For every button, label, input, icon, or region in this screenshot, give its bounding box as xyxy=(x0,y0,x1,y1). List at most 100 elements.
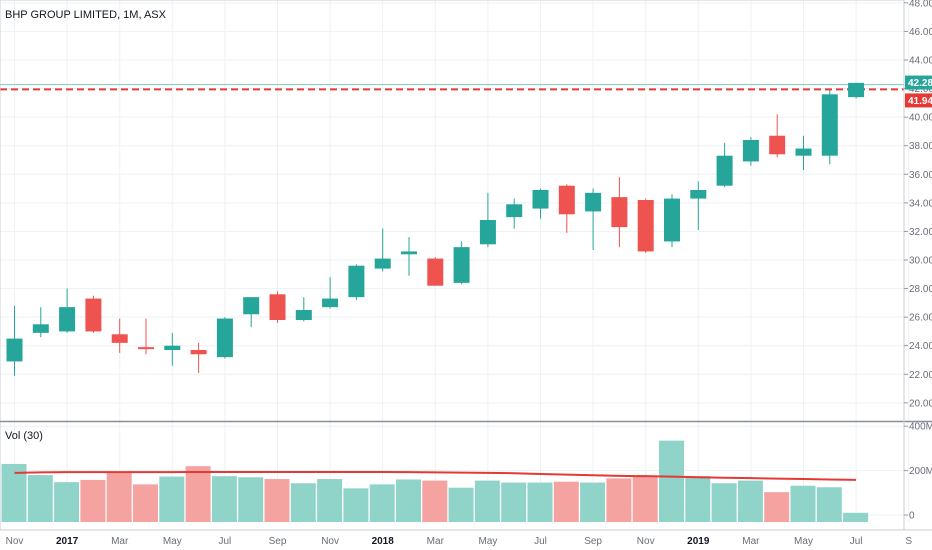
y-tick-label: 22.00 xyxy=(909,370,932,381)
candle-body xyxy=(637,200,654,252)
candle xyxy=(6,305,23,376)
volume-bar xyxy=(843,512,869,522)
volume-bar xyxy=(396,479,421,522)
volume-tick-label: 400M xyxy=(909,422,932,433)
candle xyxy=(506,198,523,229)
candle-body xyxy=(453,247,470,283)
volume-bar xyxy=(54,482,80,522)
candle-body xyxy=(479,220,496,245)
volume-bar xyxy=(474,480,500,522)
volume-bar xyxy=(27,475,53,522)
candle xyxy=(32,307,49,338)
volume-bar xyxy=(369,484,395,522)
candle-body xyxy=(611,197,628,228)
candle-body xyxy=(821,94,838,156)
x-tick-label: Sep xyxy=(584,536,602,547)
candle xyxy=(821,90,838,165)
volume-bar xyxy=(527,482,553,522)
candle xyxy=(85,295,102,333)
candle-body xyxy=(164,345,181,350)
y-tick-label: 48.00 xyxy=(909,0,932,9)
reference-price-tag: 41.94 xyxy=(905,93,932,108)
grid xyxy=(0,0,910,522)
candle xyxy=(716,142,733,188)
volume-bar xyxy=(711,483,737,522)
y-tick-label: 34.00 xyxy=(909,198,932,209)
x-tick-label: Jul xyxy=(219,536,232,547)
volume-bar xyxy=(290,483,316,522)
candle xyxy=(453,241,470,285)
volume-bar xyxy=(422,480,448,522)
x-tick-label: 2017 xyxy=(56,536,79,547)
volume-bar xyxy=(501,482,527,522)
candle xyxy=(374,228,391,272)
candle-body xyxy=(374,258,391,269)
candle xyxy=(479,192,496,248)
y-tick-label: 30.00 xyxy=(909,256,932,267)
x-tick-label: S xyxy=(905,536,912,547)
candle-body xyxy=(322,298,339,308)
volume-bar xyxy=(133,484,158,522)
volume-label: Vol (30) xyxy=(5,430,43,442)
price-line-layer xyxy=(0,84,904,91)
price-tags: 42.28 41.94 xyxy=(905,75,932,108)
candle-body xyxy=(243,297,260,315)
candle xyxy=(690,181,707,230)
y-tick-label: 36.00 xyxy=(909,170,932,181)
last-price-tag: 42.28 xyxy=(905,75,932,90)
reference-price-tag-bg xyxy=(905,93,932,108)
candle-body xyxy=(190,350,207,355)
candle-body xyxy=(269,294,286,320)
volume-bar xyxy=(790,485,816,522)
volume-bar xyxy=(448,487,474,522)
candle-body xyxy=(506,204,523,218)
x-tick-label: Nov xyxy=(6,536,24,547)
candle-body xyxy=(795,148,812,156)
candle xyxy=(322,277,339,309)
axes: 20.00 22.00 24.00 26.00 28.00 30.00 32.00 34.00… xyxy=(6,0,932,547)
x-tick-label: 2019 xyxy=(687,536,710,547)
candle xyxy=(216,317,233,359)
candle xyxy=(848,82,865,99)
x-tick-label: Mar xyxy=(427,536,445,547)
candle-body xyxy=(742,140,759,162)
candle-body xyxy=(401,251,417,255)
candle-body xyxy=(348,265,365,298)
symbol-title: BHP GROUP LIMITED, 1M, ASX xyxy=(5,9,167,21)
last-price-tag-text: 42.28 xyxy=(908,78,932,89)
volume-bar xyxy=(317,479,343,522)
candle xyxy=(295,297,312,322)
candle-body xyxy=(216,318,233,358)
candle-body xyxy=(716,155,733,186)
candle xyxy=(611,177,628,248)
volume-bar xyxy=(238,477,264,522)
candle-body xyxy=(295,310,312,320)
candle-body xyxy=(558,185,575,215)
candle xyxy=(269,291,286,323)
x-tick-label: Sep xyxy=(269,536,287,547)
volume-bar xyxy=(737,480,763,522)
y-tick-label: 24.00 xyxy=(909,341,932,352)
volume-bar xyxy=(264,479,290,522)
y-tick-label: 32.00 xyxy=(909,227,932,238)
y-tick-label: 44.00 xyxy=(909,56,932,67)
volume-bar xyxy=(816,487,842,522)
volume-bar xyxy=(343,488,369,522)
candle xyxy=(742,137,759,166)
volume-bar xyxy=(632,476,658,522)
candle-body xyxy=(59,307,76,332)
candle-body xyxy=(111,334,128,343)
y-tick-label: 26.00 xyxy=(909,313,932,324)
volume-bar xyxy=(185,466,211,522)
last-price-tag-bg xyxy=(905,75,932,90)
candle-body xyxy=(585,192,602,212)
candle-body xyxy=(769,135,786,155)
candle xyxy=(664,194,680,248)
candle xyxy=(243,297,260,328)
x-tick-label: Nov xyxy=(321,536,339,547)
candle xyxy=(401,237,417,276)
candles xyxy=(6,82,865,376)
x-tick-label: May xyxy=(794,536,813,547)
